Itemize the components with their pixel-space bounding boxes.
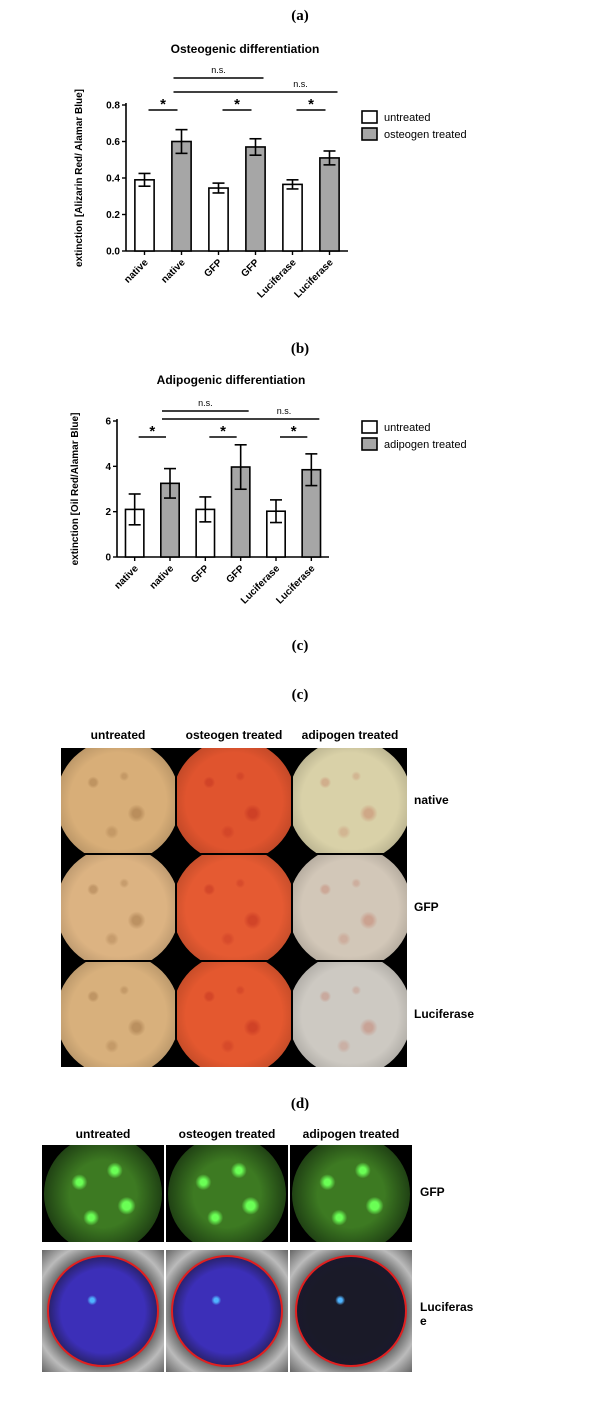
legend-swatch-treated (361, 437, 378, 451)
legend-label-untreated: untreated (384, 422, 430, 434)
x-tick-label: native (159, 257, 188, 286)
y-axis-label: extinction [Alizarin Red/ Alamar Blue] (74, 89, 85, 267)
micrograph-image (61, 962, 175, 1067)
panel-label-c-first: (c) (291, 638, 309, 654)
gfp-field (168, 1145, 286, 1242)
x-tick-label: Luciferase (274, 563, 317, 606)
column-header: untreated (90, 728, 146, 742)
micrograph-image (293, 962, 407, 1067)
x-tick-label: Luciferase (292, 257, 335, 300)
legend-swatch-untreated (361, 110, 378, 124)
micrograph-image (177, 855, 291, 960)
row-header: GFP (420, 1185, 445, 1199)
chart-title: Osteogenic differentiation (171, 42, 320, 56)
column-header: osteogen treated (178, 1127, 276, 1141)
y-tick-label: 0.8 (106, 101, 120, 112)
microscope-field (177, 855, 291, 960)
x-tick-label: native (122, 257, 151, 286)
osteogenic-bar-chart: Osteogenic differentiation extinction [Al… (74, 42, 467, 300)
significance-star: * (149, 423, 155, 440)
microscope-field (293, 962, 407, 1067)
y-tick-label: 2 (105, 507, 111, 518)
chart-title: Adipogenic differentiation (157, 373, 306, 387)
luciferase-bioluminescence-image (290, 1250, 412, 1372)
luciferase-well (295, 1255, 407, 1367)
bar-untreated (134, 179, 155, 252)
microscope-field (293, 855, 407, 960)
micrograph-image (61, 748, 175, 853)
gfp-field (292, 1145, 410, 1242)
y-tick-label: 0.4 (106, 174, 120, 185)
panel-label-c-second: (c) (291, 687, 309, 703)
significance-star: * (160, 96, 166, 113)
gfp-fluorescence-image (166, 1145, 288, 1242)
significance-star: * (291, 423, 297, 440)
bar-treated (171, 140, 192, 252)
y-tick-label: 0.6 (106, 137, 120, 148)
legend-label-untreated: untreated (384, 112, 430, 124)
row-header: Luciferase (414, 1006, 475, 1021)
microscope-field (177, 748, 291, 853)
micrograph-image (61, 855, 175, 960)
y-axis-label: extinction [Oil Red/Alamar Blue] (70, 413, 81, 566)
significance-star: * (308, 96, 314, 113)
x-tick-label: GFP (239, 257, 262, 280)
adipogenic-bar-chart: Adipogenic differentiation extinction [Oi… (70, 373, 467, 606)
legend-swatch-untreated (361, 420, 378, 434)
legend-label-treated: adipogen treated (384, 439, 467, 451)
luciferase-bioluminescence-image (42, 1250, 164, 1372)
ns-label: n.s. (293, 79, 308, 89)
microscope-field (293, 748, 407, 853)
staining-image-panel (61, 748, 407, 1067)
microscope-field (177, 962, 291, 1067)
panel-label-d: (d) (290, 1096, 310, 1112)
ns-label: n.s. (277, 406, 292, 416)
y-tick-label: 0 (105, 553, 111, 564)
micrograph-image (293, 855, 407, 960)
micrograph-image (177, 748, 291, 853)
micrograph-image (177, 962, 291, 1067)
microscope-field (61, 748, 175, 853)
column-header: untreated (75, 1127, 131, 1141)
column-header: adipogen treated (301, 728, 399, 742)
luciferase-well (47, 1255, 159, 1367)
x-tick-label: native (148, 563, 177, 592)
legend-swatch-treated (361, 127, 378, 141)
reporter-image-panel (42, 1145, 412, 1373)
x-tick-label: GFP (202, 257, 225, 280)
y-tick-label: 6 (105, 417, 111, 428)
luciferase-well (171, 1255, 283, 1367)
microscope-field (61, 962, 175, 1067)
bar-untreated (282, 183, 303, 252)
column-header: osteogen treated (185, 728, 283, 742)
gfp-field (44, 1145, 162, 1242)
bar-treated (245, 146, 266, 252)
panel-label-a: (a) (291, 8, 309, 24)
micrograph-image (293, 748, 407, 853)
row-header: native (414, 792, 449, 807)
y-tick-label: 0.2 (106, 210, 120, 221)
y-tick-label: 0.0 (106, 247, 120, 258)
y-tick-label: 4 (105, 462, 111, 473)
x-tick-label: GFP (224, 563, 247, 586)
ns-label: n.s. (198, 398, 213, 408)
row-header: GFP (414, 899, 439, 914)
significance-star: * (220, 423, 226, 440)
bar-untreated (208, 187, 229, 252)
panel-label-b: (b) (290, 341, 310, 357)
luciferase-bioluminescence-image (166, 1250, 288, 1372)
gfp-fluorescence-image (290, 1145, 412, 1242)
significance-star: * (234, 96, 240, 113)
legend-label-treated: osteogen treated (384, 129, 467, 141)
ns-label: n.s. (211, 65, 226, 75)
x-tick-label: native (113, 563, 142, 592)
microscope-field (61, 855, 175, 960)
row-header: Luciferas e (420, 1300, 474, 1328)
x-tick-label: GFP (189, 563, 212, 586)
gfp-fluorescence-image (42, 1145, 164, 1242)
bar-treated (319, 157, 340, 252)
column-header: adipogen treated (302, 1127, 400, 1141)
